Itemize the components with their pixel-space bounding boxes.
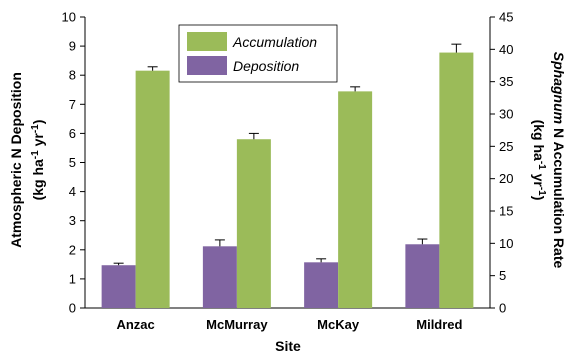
x-tick-label-mildred: Mildred: [416, 317, 462, 332]
y-axis-right-unit: (kg ha-1 yr-1): [531, 120, 547, 201]
y-right-tick-label: 45: [499, 10, 513, 25]
y-right-tick-label: 25: [499, 139, 513, 154]
y-axis-right-title: Sphagnum N Accumulation Rate: [551, 52, 567, 269]
x-tick-label-anzac: Anzac: [116, 317, 154, 332]
y-right-tick-label: 10: [499, 236, 513, 251]
y-right-tick-label: 40: [499, 42, 513, 57]
bar-deposition-anzac: [101, 265, 136, 308]
legend-swatch-deposition: [187, 56, 227, 75]
y-left-tick-label: 4: [69, 184, 76, 199]
y-right-tick-label: 20: [499, 171, 513, 186]
legend-label-deposition: Deposition: [233, 58, 299, 74]
y-right-tick-label: 0: [499, 301, 506, 316]
legend-swatch-accumulation: [187, 32, 227, 51]
bar-deposition-mildred: [405, 244, 440, 308]
bar-deposition-mckay: [304, 262, 339, 308]
y-right-tick-label: 15: [499, 204, 513, 219]
y-left-tick-label: 6: [69, 126, 76, 141]
y-axis-left-title: Atmospheric N Deposition: [8, 72, 24, 248]
y-left-tick-label: 0: [69, 301, 76, 316]
y-left-tick-label: 10: [62, 10, 76, 25]
bar-accumulation-mildred: [439, 52, 474, 308]
y-right-tick-label: 35: [499, 74, 513, 89]
y-ticks-left: 0 1 2 3 4 5 6 7 8 9 10: [62, 10, 85, 316]
y-left-tick-label: 7: [69, 97, 76, 112]
bar-accumulation-mckay: [338, 91, 373, 308]
y-left-tick-label: 9: [69, 39, 76, 54]
y-right-tick-label: 30: [499, 107, 513, 122]
y-left-tick-label: 5: [69, 155, 76, 170]
y-left-tick-label: 2: [69, 242, 76, 257]
y-axis-left-unit: (kg ha-1 yr-1): [30, 120, 46, 201]
x-tick-labels: Anzac McMurray McKay Mildred: [116, 317, 462, 332]
bar-accumulation-mcmurray: [236, 139, 271, 308]
legend: Accumulation Deposition: [178, 24, 338, 83]
y-ticks-right: 0 5 10 15 20 25 30 35 40 45: [490, 10, 513, 316]
y-right-tick-label: 5: [499, 268, 506, 283]
x-tick-label-mcmurray: McMurray: [206, 317, 268, 332]
y-left-tick-label: 8: [69, 68, 76, 83]
bar-deposition-mcmurray: [202, 246, 237, 308]
x-tick-label-mckay: McKay: [317, 317, 360, 332]
bars: [101, 43, 474, 308]
y-left-tick-label: 3: [69, 213, 76, 228]
y-left-tick-label: 1: [69, 271, 76, 286]
legend-label-accumulation: Accumulation: [232, 34, 317, 50]
bar-accumulation-anzac: [135, 70, 170, 308]
x-axis-title: Site: [275, 338, 301, 354]
